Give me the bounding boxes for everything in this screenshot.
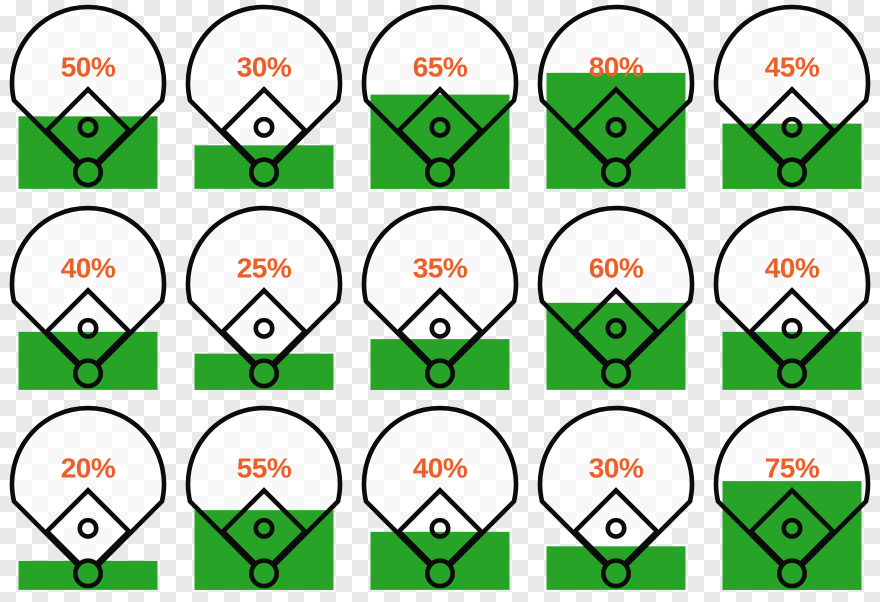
field-outline xyxy=(185,205,343,379)
percentage-label: 35% xyxy=(413,252,468,283)
home-plate-icon xyxy=(777,357,808,388)
pitcher-mound-icon xyxy=(781,518,803,540)
home-plate-icon xyxy=(425,157,456,188)
home-plate-icon xyxy=(777,558,808,589)
percentage-label: 30% xyxy=(237,51,292,82)
baseball-field-cell: 60% xyxy=(528,201,704,402)
baseball-field-icon: 40% xyxy=(713,205,871,390)
percentage-label: 25% xyxy=(237,252,292,283)
home-plate-icon xyxy=(249,558,280,589)
percentage-label: 40% xyxy=(765,252,820,283)
baseball-field-cell: 45% xyxy=(704,0,880,201)
baseball-field-cell: 25% xyxy=(176,201,352,402)
baseball-field-icon: 65% xyxy=(361,4,519,189)
baseball-field-icon: 80% xyxy=(537,4,695,189)
percentage-label: 40% xyxy=(413,453,468,484)
baseball-field-icon: 40% xyxy=(9,205,167,390)
baseball-field-icon: 35% xyxy=(361,205,519,390)
pitcher-mound-icon xyxy=(77,116,99,138)
percentage-label: 80% xyxy=(589,51,644,82)
home-plate-icon xyxy=(73,357,104,388)
baseball-field-cell: 35% xyxy=(352,201,528,402)
home-plate-icon xyxy=(777,157,808,188)
baseball-field-cell: 75% xyxy=(704,401,880,602)
baseball-field-icon: 40% xyxy=(361,406,519,591)
baseball-field-cell: 40% xyxy=(0,201,176,402)
baseball-field-cell: 65% xyxy=(352,0,528,201)
field-outline xyxy=(9,205,167,379)
home-plate-icon xyxy=(249,357,280,388)
pitcher-mound-icon xyxy=(253,518,275,540)
field-outline xyxy=(361,406,519,579)
pitcher-mound-icon xyxy=(253,116,275,138)
field-outline xyxy=(9,4,167,178)
home-plate-icon xyxy=(425,357,456,388)
baseball-field-cell: 80% xyxy=(528,0,704,201)
baseball-field-icon: 25% xyxy=(185,205,343,390)
percentage-label: 65% xyxy=(413,51,468,82)
percentage-label: 45% xyxy=(765,51,820,82)
baseball-field-icon: 60% xyxy=(537,205,695,390)
field-outline xyxy=(361,205,519,379)
percentage-label: 75% xyxy=(765,453,820,484)
baseball-field-cell: 40% xyxy=(352,401,528,602)
pitcher-mound-icon xyxy=(781,116,803,138)
percentage-label: 40% xyxy=(61,252,116,283)
baseball-field-icon: 30% xyxy=(537,406,695,591)
field-outline xyxy=(537,205,695,379)
field-outline xyxy=(537,406,695,579)
pitcher-mound-icon xyxy=(429,317,451,339)
field-outline xyxy=(537,4,695,178)
percentage-label: 30% xyxy=(589,453,644,484)
field-outline xyxy=(185,406,343,579)
percentage-label: 60% xyxy=(589,252,644,283)
pitcher-mound-icon xyxy=(605,518,627,540)
field-outline xyxy=(713,406,871,579)
baseball-field-icon: 75% xyxy=(713,406,871,591)
field-outline xyxy=(185,4,343,178)
pitcher-mound-icon xyxy=(77,518,99,540)
pitcher-mound-icon xyxy=(781,317,803,339)
pitcher-mound-icon xyxy=(605,317,627,339)
percentage-label: 55% xyxy=(237,453,292,484)
baseball-field-icon: 45% xyxy=(713,4,871,189)
home-plate-icon xyxy=(601,157,632,188)
pitcher-mound-icon xyxy=(253,317,275,339)
percentage-label: 50% xyxy=(61,51,116,82)
baseball-field-cell: 20% xyxy=(0,401,176,602)
home-plate-icon xyxy=(249,157,280,188)
baseball-field-icon: 50% xyxy=(9,4,167,189)
field-outline xyxy=(713,4,871,178)
field-outline xyxy=(713,205,871,379)
home-plate-icon xyxy=(425,558,456,589)
pitcher-mound-icon xyxy=(605,116,627,138)
baseball-field-icon: 30% xyxy=(185,4,343,189)
percentage-label: 20% xyxy=(61,453,116,484)
baseball-field-icon: 55% xyxy=(185,406,343,591)
field-outline xyxy=(361,4,519,178)
pitcher-mound-icon xyxy=(429,518,451,540)
baseball-field-icon: 20% xyxy=(9,406,167,591)
field-outline xyxy=(9,406,167,579)
baseball-field-cell: 30% xyxy=(528,401,704,602)
baseball-field-cell: 50% xyxy=(0,0,176,201)
baseball-field-cell: 40% xyxy=(704,201,880,402)
home-plate-icon xyxy=(601,558,632,589)
home-plate-icon xyxy=(73,157,104,188)
pitcher-mound-icon xyxy=(77,317,99,339)
pitcher-mound-icon xyxy=(429,116,451,138)
baseball-field-cell: 55% xyxy=(176,401,352,602)
home-plate-icon xyxy=(73,558,104,589)
home-plate-icon xyxy=(601,357,632,388)
baseball-field-cell: 30% xyxy=(176,0,352,201)
